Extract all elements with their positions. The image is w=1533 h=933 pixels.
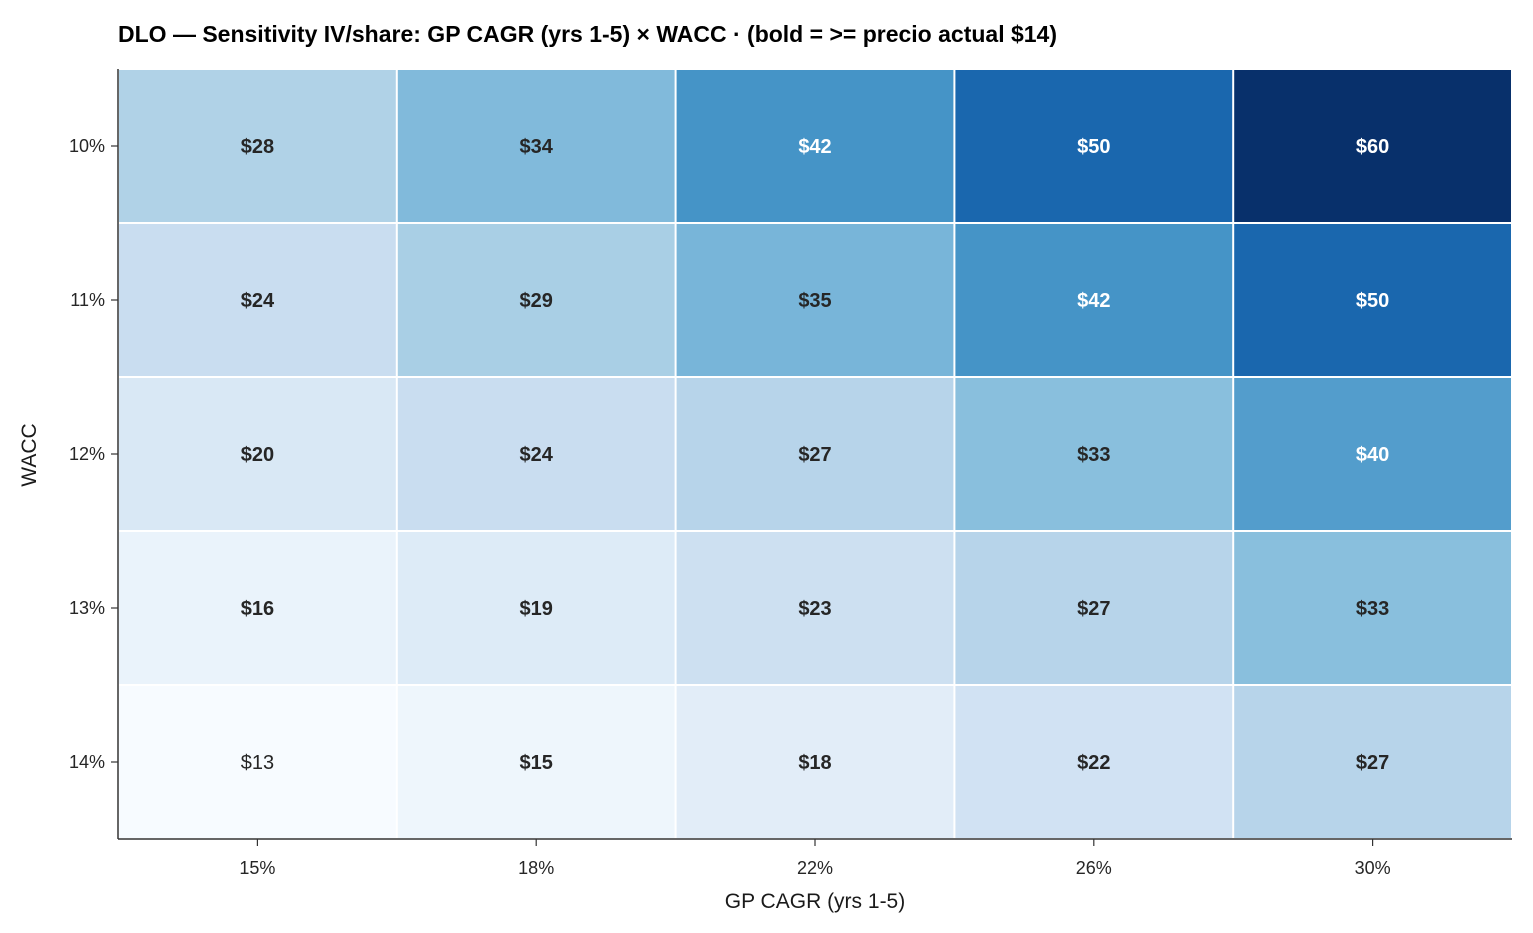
- heatmap-cell: [119, 378, 396, 530]
- heatmap-cell: [397, 378, 675, 530]
- cell-value-label: $13: [241, 752, 274, 774]
- heatmap-cell: [397, 532, 675, 684]
- heatmap-cell: [676, 532, 954, 684]
- x-tick-label: 22%: [797, 858, 833, 878]
- heatmap-cell: [119, 686, 396, 838]
- cell-value-label: $40: [1356, 444, 1389, 466]
- x-axis-label: GP CAGR (yrs 1-5): [725, 890, 905, 913]
- cell-value-label: $27: [1077, 598, 1110, 620]
- y-tick-label: 14%: [69, 752, 105, 772]
- y-tick-label: 13%: [69, 598, 105, 618]
- heatmap-cell: [955, 224, 1233, 376]
- heatmap-cell: [955, 378, 1233, 530]
- cell-value-label: $33: [1356, 598, 1389, 620]
- heatmap-cell: [119, 532, 396, 684]
- cell-value-label: $19: [520, 598, 553, 620]
- heatmap-cell: [119, 224, 396, 376]
- heatmap-axes: 15% 18% 22% 26% 30% 10% 11% 12% 13% 14%: [69, 69, 1512, 878]
- heatmap-cell: [1234, 532, 1511, 684]
- cell-value-label: $28: [241, 136, 274, 158]
- heatmap-cell: [1234, 70, 1511, 222]
- heatmap-cell: [676, 70, 954, 222]
- cell-value-label: $33: [1077, 444, 1110, 466]
- cell-value-label: $18: [798, 752, 831, 774]
- heatmap-cell: [397, 686, 675, 838]
- cell-value-label: $42: [1077, 290, 1110, 312]
- cell-value-label: $29: [520, 290, 553, 312]
- cell-value-label: $50: [1356, 290, 1389, 312]
- cell-value-label: $42: [798, 136, 831, 158]
- cell-value-label: $60: [1356, 136, 1389, 158]
- heatmap-cell: [676, 686, 954, 838]
- x-tick-label: 18%: [518, 858, 554, 878]
- heatmap-cells: $28 $34 $42 $50 $60 $24 $29 $35 $42 $50 $20 $24 $27 $…: [119, 70, 1511, 838]
- heatmap-cell: [1234, 224, 1511, 376]
- cell-value-label: $35: [798, 290, 831, 312]
- heatmap-cell: [955, 70, 1233, 222]
- heatmap-cell: [955, 686, 1233, 838]
- heatmap-cell: [955, 532, 1233, 684]
- chart-title: DLO — Sensitivity IV/share: GP CAGR (yrs…: [118, 21, 1057, 47]
- heatmap-cell: [397, 70, 675, 222]
- cell-value-label: $24: [520, 444, 554, 466]
- cell-value-label: $24: [241, 290, 275, 312]
- y-tick-label: 11%: [70, 290, 105, 310]
- y-tick-label: 10%: [69, 136, 105, 156]
- x-tick-label: 26%: [1076, 858, 1112, 878]
- x-tick-label: 15%: [239, 858, 275, 878]
- x-tick-label: 30%: [1355, 858, 1391, 878]
- cell-value-label: $15: [520, 752, 553, 774]
- cell-value-label: $22: [1077, 752, 1110, 774]
- y-axis-label: WACC: [18, 423, 41, 486]
- y-tick-label: 12%: [69, 444, 105, 464]
- heatmap-cell: [397, 224, 675, 376]
- cell-value-label: $23: [798, 598, 831, 620]
- cell-value-label: $50: [1077, 136, 1110, 158]
- heatmap-cell: [119, 70, 396, 222]
- cell-value-label: $16: [241, 598, 274, 620]
- cell-value-label: $27: [798, 444, 831, 466]
- heatmap-cell: [676, 378, 954, 530]
- cell-value-label: $34: [520, 136, 554, 158]
- cell-value-label: $20: [241, 444, 274, 466]
- heatmap-cell: [1234, 686, 1511, 838]
- heatmap-cell: [1234, 378, 1511, 530]
- heatmap-cell: [676, 224, 954, 376]
- cell-value-label: $27: [1356, 752, 1389, 774]
